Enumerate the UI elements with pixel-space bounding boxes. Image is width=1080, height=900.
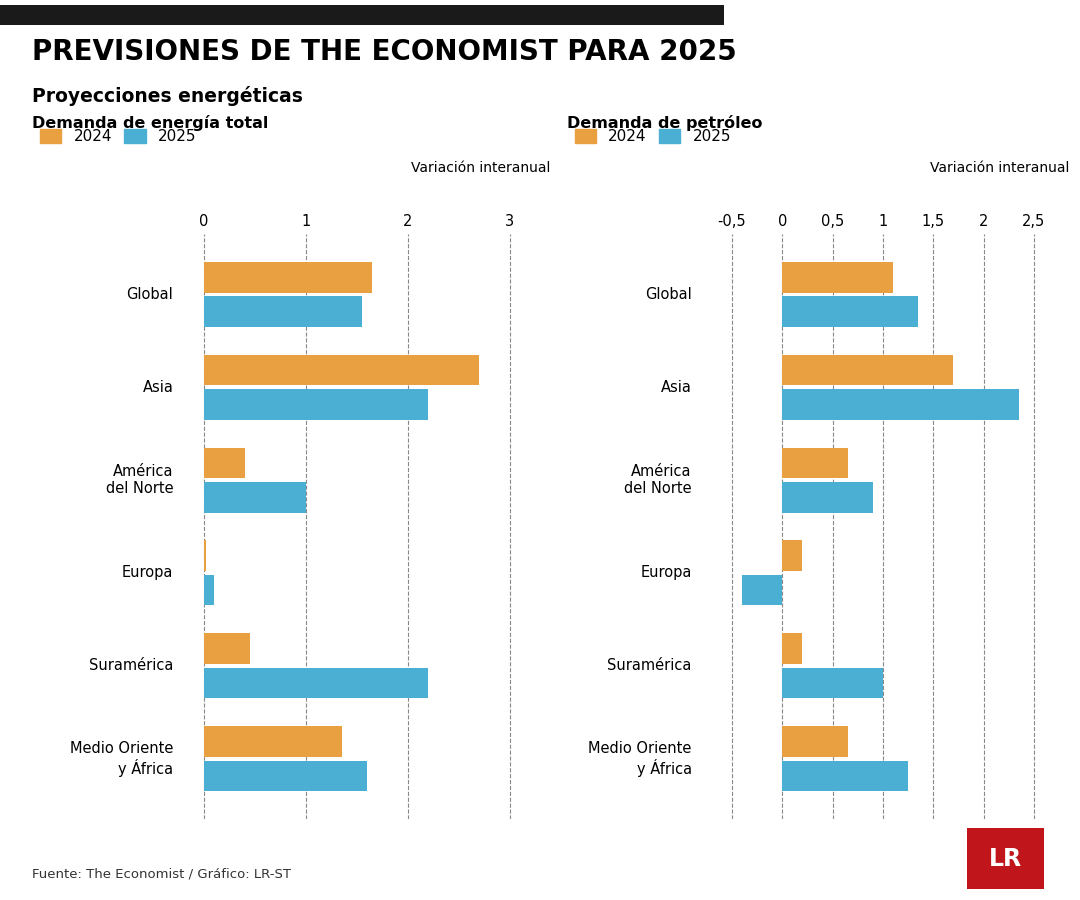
Bar — [204, 726, 341, 757]
Text: LR: LR — [989, 847, 1022, 870]
Bar — [782, 668, 883, 698]
Legend: 2024, 2025: 2024, 2025 — [575, 129, 731, 144]
Text: Proyecciones energéticas: Proyecciones energéticas — [32, 86, 303, 105]
Text: Fuente: The Economist / Gráfico: LR-ST: Fuente: The Economist / Gráfico: LR-ST — [32, 868, 292, 880]
Bar — [782, 634, 802, 664]
Text: PREVISIONES DE THE ECONOMIST PARA 2025: PREVISIONES DE THE ECONOMIST PARA 2025 — [32, 38, 738, 66]
Bar — [204, 482, 306, 513]
Bar — [204, 540, 206, 572]
Legend: 2024, 2025: 2024, 2025 — [40, 129, 197, 144]
Bar — [782, 447, 848, 478]
Bar — [782, 389, 1018, 419]
Bar — [204, 760, 367, 791]
Text: Demanda de petróleo: Demanda de petróleo — [567, 115, 762, 131]
Bar — [782, 540, 802, 572]
Text: Variación interanual: Variación interanual — [411, 161, 551, 176]
Bar — [782, 726, 848, 757]
Text: Variación interanual: Variación interanual — [930, 161, 1069, 176]
Bar — [782, 296, 918, 327]
Bar — [204, 296, 362, 327]
Bar — [782, 262, 893, 292]
Bar — [782, 355, 954, 385]
Text: Demanda de energía total: Demanda de energía total — [32, 115, 269, 131]
Bar — [782, 482, 873, 513]
Bar — [782, 760, 908, 791]
Bar — [204, 575, 214, 606]
Bar — [742, 575, 782, 606]
Bar — [204, 262, 373, 292]
Bar — [204, 668, 429, 698]
Bar — [204, 389, 429, 419]
Bar — [204, 634, 249, 664]
Bar — [204, 447, 244, 478]
Bar — [204, 355, 480, 385]
